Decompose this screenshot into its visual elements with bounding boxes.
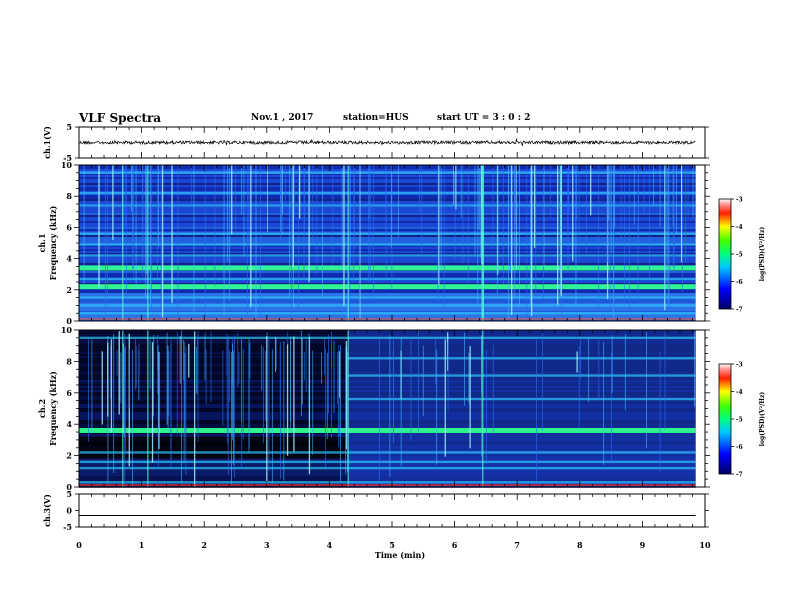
xtick-label-2: 2	[201, 540, 207, 550]
ch2-spectrogram-ytick-3: 6	[66, 388, 72, 398]
ch1-spectrogram-colorbar-label: log(PSD)(V²/Hz)	[759, 227, 766, 282]
ch2-spectrogram-ylabel-2: Frequency (kHz)	[48, 371, 58, 446]
xtick-label-1: 1	[139, 540, 145, 550]
ch1-spectrogram-image	[79, 165, 696, 321]
figure-title: VLF Spectra	[79, 111, 162, 125]
ch1-spectrogram-band-9	[79, 204, 696, 207]
ch1-spectrogram-colorbar	[718, 198, 732, 310]
ch1-spectrogram-band-11	[79, 171, 696, 174]
ch2-spectrogram-ytick-1: 2	[66, 451, 72, 461]
xtick-label-4: 4	[327, 540, 333, 550]
ch2-spectrogram-band-3	[79, 451, 696, 454]
ch2-spectrogram-colorbar-tick-4: -7	[736, 472, 743, 479]
ch1-spectrogram-colorbar-tick-2: -5	[736, 252, 743, 259]
ch2-spectrogram-colorbar-tick-2: -5	[736, 417, 743, 424]
xtick-label-0: 0	[76, 540, 82, 550]
ch2-spectrogram-colorbar-tick-0: -3	[736, 362, 743, 369]
ch2-spectrogram-ytick-0: 0	[66, 482, 72, 492]
station-label: station=HUS	[343, 113, 409, 123]
ch1-spectrogram-band-1	[79, 304, 696, 307]
ch1-spectrogram-band-2	[79, 296, 696, 299]
ch1-waveform-ytick-1: -5	[63, 153, 72, 163]
ch1-spectrogram-band-8	[79, 232, 696, 235]
ch2-spectrogram-band-7	[348, 357, 696, 360]
ch2-spectrogram-band-1	[79, 466, 696, 470]
ch2-spectrogram-colorbar-label: log(PSD)(V²/Hz)	[759, 392, 766, 447]
ch2-spectrogram-ytick-4: 8	[66, 356, 72, 366]
ch1-spectrogram-ylabel-2: Frequency (kHz)	[48, 205, 58, 280]
ch1-waveform-trace	[78, 138, 696, 146]
ch1-spectrogram-band-6	[79, 254, 696, 257]
xtick-label-5: 5	[389, 540, 395, 550]
ch1-spectrogram-colorbar-tick-3: -6	[736, 279, 743, 286]
ch1-spectrogram-ytick-1: 2	[66, 285, 72, 295]
ch2-spectrogram-ytick-5: 10	[61, 325, 73, 335]
xaxis-title: Time (min)	[375, 550, 425, 560]
ch1-spectrogram-ytick-4: 8	[66, 191, 72, 201]
ch2-spectrogram-band-8	[79, 336, 696, 340]
start-time-label: start UT = 3 : 0 : 2	[437, 113, 531, 123]
ch1-spectrogram-band-10	[79, 191, 696, 195]
ch1-spectrogram-ylabel-1: ch.1	[37, 233, 47, 252]
ch1-spectrogram-colorbar-tick-0: -3	[736, 197, 743, 204]
ch2-spectrogram-colorbar-tick-1: -4	[736, 389, 743, 396]
date-label: Nov.1 , 2017	[251, 113, 314, 123]
ch1-spectrogram-ytick-3: 6	[66, 222, 72, 232]
ch1-spectrogram-band-4	[79, 277, 696, 281]
xtick-label-3: 3	[264, 540, 270, 550]
ch2-spectrogram-band-4	[79, 427, 696, 433]
ch2-spectrogram-band-5	[348, 397, 696, 401]
ch2-spectrogram-band-0	[79, 481, 696, 484]
ch1-spectrogram-band-3	[79, 284, 696, 290]
ch3-waveform-ytick-0: 5	[66, 489, 72, 499]
ch1-spectrogram-band-0	[79, 312, 696, 315]
ch1-spectrogram-band-7	[79, 243, 696, 246]
ch2-spectrogram-band-2	[79, 460, 696, 464]
ch1-spectrogram-ytick-5: 10	[61, 160, 73, 170]
xtick-label-7: 7	[514, 540, 520, 550]
xtick-label-10: 10	[699, 540, 711, 550]
ch2-spectrogram-colorbar	[718, 363, 732, 475]
ch1-spectrogram-colorbar-tick-1: -4	[736, 224, 743, 231]
ch2-spectrogram-band-6	[348, 374, 696, 377]
xtick-label-9: 9	[640, 540, 646, 550]
ch3-waveform-ylabel: ch.3(V)	[42, 494, 52, 527]
ch1-spectrogram-ytick-0: 0	[66, 316, 72, 326]
ch3-waveform-ytick-1: 0	[66, 506, 72, 516]
ch3-waveform-ytick-2: -5	[63, 522, 72, 532]
ch2-spectrogram-colorbar-tick-3: -6	[736, 444, 743, 451]
ch1-waveform-ylabel: ch.1(V)	[42, 126, 52, 159]
ch1-waveform-ytick-0: 5	[66, 122, 72, 132]
ch2-spectrogram-ytick-2: 4	[66, 419, 72, 429]
ch2-spectrogram-image	[79, 330, 696, 488]
ch1-spectrogram-ytick-2: 4	[66, 254, 72, 264]
xtick-label-8: 8	[577, 540, 583, 550]
ch1-spectrogram-band-5	[79, 265, 696, 271]
ch1-spectrogram-colorbar-tick-4: -7	[736, 307, 743, 314]
xtick-label-6: 6	[452, 540, 458, 550]
ch2-spectrogram-ylabel-1: ch.2	[37, 399, 47, 418]
